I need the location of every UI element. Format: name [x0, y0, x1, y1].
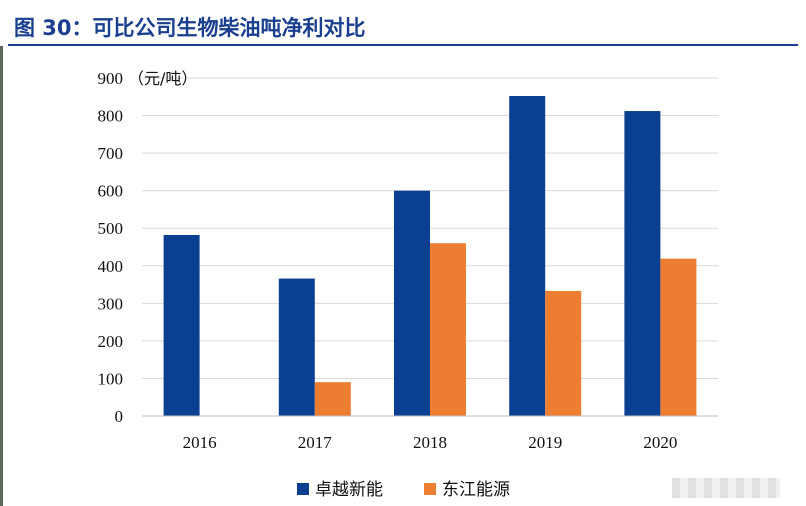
y-tick-label: 500	[98, 219, 124, 238]
legend: 卓越新能 东江能源	[297, 480, 510, 500]
bar-series2-2018	[430, 243, 466, 416]
x-axis: 2016 2017 2018 2019 2020	[142, 415, 718, 452]
y-axis: 0 100 200 300 400 500 600 700 800 900 （元/吨）	[98, 69, 198, 426]
legend-label: 东江能源	[442, 480, 510, 500]
y-tick-label: 0	[115, 407, 124, 426]
y-tick-label: 800	[98, 107, 124, 126]
y-tick-label: 600	[98, 182, 124, 201]
y-unit-label: （元/吨）	[128, 69, 197, 88]
figure-header: 图 30：可比公司生物柴油吨净利对比	[0, 0, 806, 46]
y-tick-label: 300	[98, 294, 124, 313]
x-tick-label: 2017	[298, 433, 333, 452]
y-tick-label: 100	[98, 369, 124, 388]
x-tick-label: 2018	[413, 433, 447, 452]
x-tick-label: 2020	[643, 433, 677, 452]
x-tick-label: 2019	[528, 433, 562, 452]
y-tick-label: 200	[98, 332, 124, 351]
bar-series2-2020	[660, 258, 697, 416]
bar-series1-2020	[624, 111, 661, 416]
title-divider	[8, 44, 798, 46]
y-tick-label: 900	[98, 69, 124, 88]
legend-swatch	[297, 483, 309, 495]
bar-series1-2018	[394, 190, 430, 416]
legend-label: 卓越新能	[315, 480, 383, 500]
bar-series1-2019	[509, 96, 546, 416]
legend-swatch	[424, 483, 436, 495]
bar-series1-2016	[163, 234, 200, 416]
left-edge-bar	[0, 46, 3, 506]
bars	[163, 96, 697, 416]
y-tick-label: 700	[98, 144, 124, 163]
bar-series2-2019	[545, 290, 582, 416]
bar-series1-2017	[278, 278, 315, 416]
y-tick-label: 400	[98, 257, 124, 276]
watermark	[672, 478, 780, 498]
x-tick-label: 2016	[183, 433, 217, 452]
figure-title: 图 30：可比公司生物柴油吨净利对比	[14, 16, 366, 40]
bar-series2-2017	[314, 382, 351, 416]
